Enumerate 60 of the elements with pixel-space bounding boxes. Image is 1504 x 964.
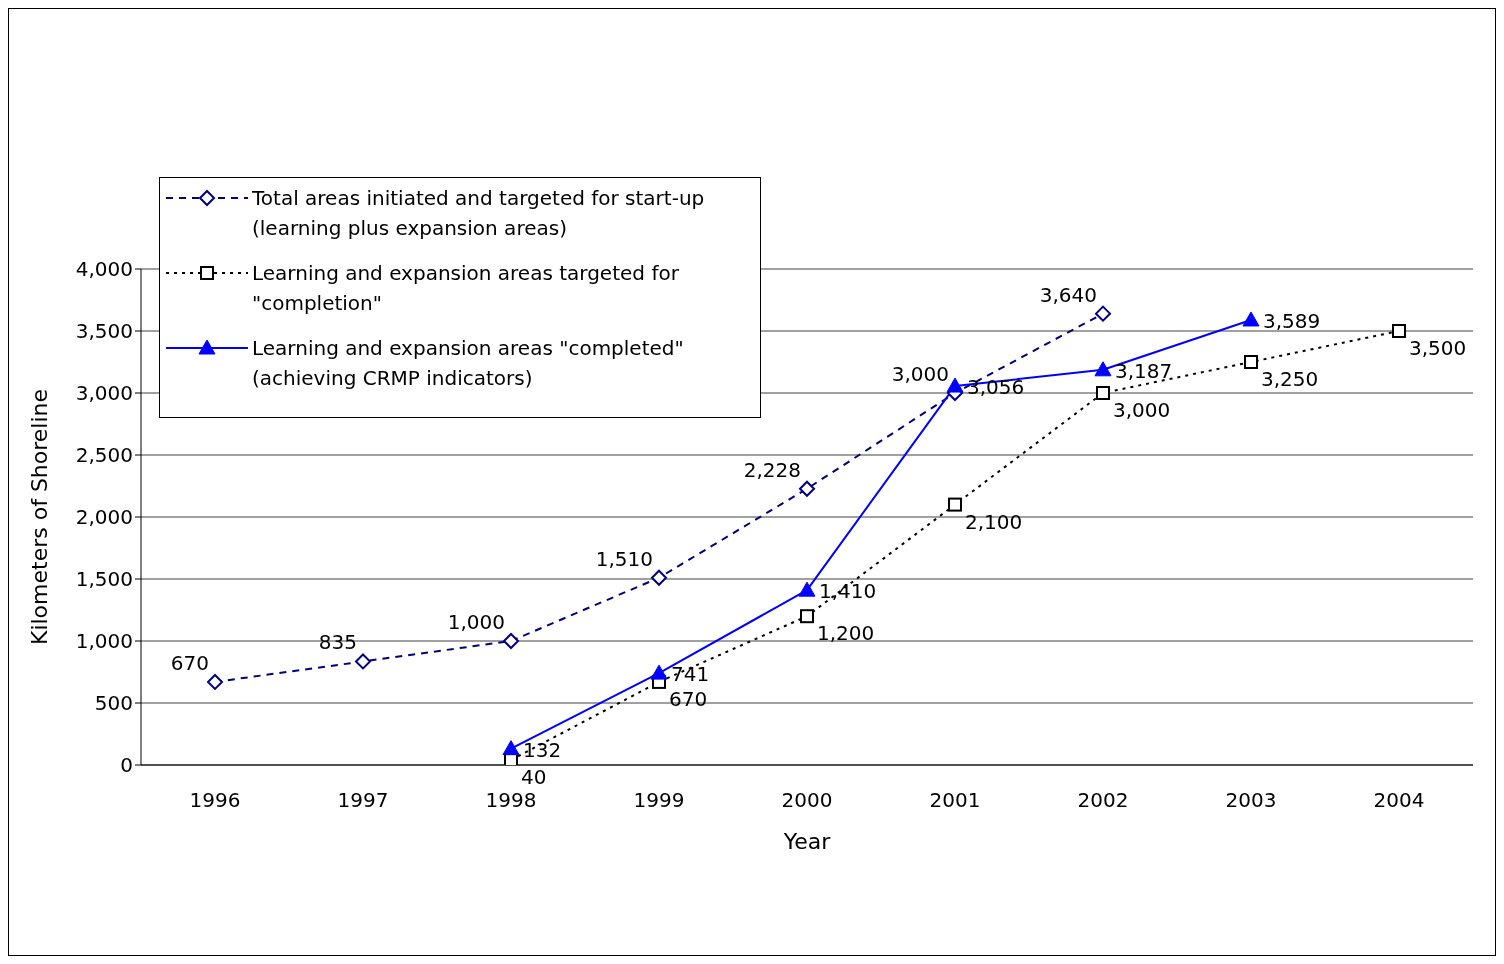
point [1096,386,1110,400]
x-tick-label: 1996 [189,788,241,813]
point [650,664,668,680]
y-tick-label: 2,000 [75,505,133,530]
x-tick-label: 1997 [337,788,389,813]
data-label: 1,200 [817,621,875,646]
data-label: 1,510 [595,546,653,571]
data-label: 835 [318,630,357,655]
y-tick-label: 1,500 [75,567,133,592]
y-tick-label: 4,000 [75,257,133,282]
point [1242,311,1260,327]
legend-label: Total areas initiated and targeted for start-up (learning plus expansion areas) [252,185,706,242]
point [1392,324,1406,338]
data-label: 670 [669,686,708,711]
data-label: 3,056 [967,375,1025,400]
data-label: 2,228 [743,457,801,482]
data-label: 132 [523,737,562,762]
y-tick-label: 3,500 [75,319,133,344]
y-tick-label: 2,500 [75,443,133,468]
x-tick-label: 1999 [633,788,685,813]
data-label: 3,000 [1113,398,1171,422]
data-label: 670 [170,650,209,675]
legend-label: Learning and expansion areas "completed" (achieving CRMP indicators) [252,335,685,392]
point [651,569,667,586]
x-tick-label: 2001 [929,788,981,813]
data-label: 1,410 [819,579,877,604]
point [946,377,964,393]
point [1094,361,1112,377]
point [800,609,814,624]
x-tick-label: 2004 [1373,788,1425,813]
point [503,633,519,649]
data-label: 40 [521,765,547,790]
y-tick-label: 0 [120,753,133,778]
x-tick-label: 2002 [1077,788,1129,813]
data-label: 3,589 [1263,308,1321,333]
x-tick-label: 2000 [781,788,833,813]
point [798,581,816,597]
data-label: 3,000 [891,362,949,386]
point [1095,305,1111,322]
point [799,480,815,497]
legend-label: Learning and expansion areas targeted for "completion" [252,260,680,317]
data-label: 3,187 [1115,358,1173,383]
data-label: 3,250 [1261,367,1319,391]
x-tick-label: 1998 [485,788,537,813]
y-tick-label: 3,000 [75,381,133,406]
x-tick-label: 2003 [1225,788,1277,813]
data-label: 1,000 [447,610,505,634]
point [355,653,371,670]
y-tick-label: 500 [94,691,133,716]
point [502,740,520,756]
data-label: 3,640 [1039,282,1097,307]
data-label: 3,500 [1409,336,1467,360]
data-label: 741 [671,662,710,687]
x-axis-title: Year [782,828,832,854]
point [207,673,223,690]
point [1244,355,1258,369]
y-tick-label: 1,000 [75,629,133,654]
point [948,497,962,512]
y-axis-title: Kilometers of Shoreline [26,388,52,646]
data-label: 2,100 [965,509,1023,534]
